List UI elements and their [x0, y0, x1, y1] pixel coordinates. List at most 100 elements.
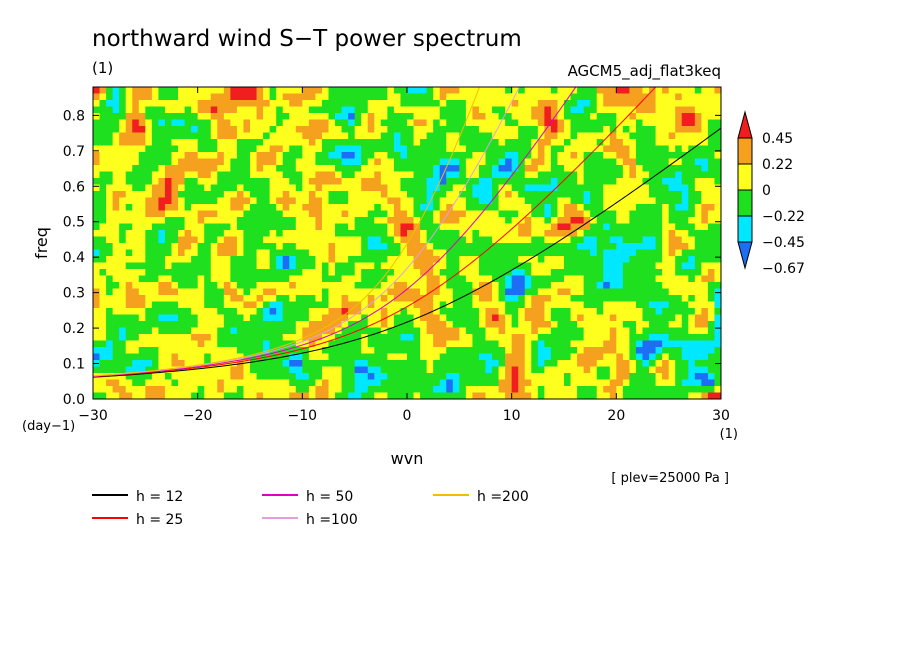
field-cell	[282, 204, 290, 212]
field-cell	[537, 106, 545, 114]
field-cell	[328, 275, 336, 283]
field-cell	[681, 301, 689, 309]
field-cell	[367, 132, 375, 140]
field-cell	[217, 100, 225, 108]
field-cell	[321, 308, 330, 316]
field-cell	[151, 178, 160, 186]
field-cell	[151, 87, 160, 95]
field-cell	[289, 106, 297, 114]
field-cell	[335, 132, 343, 140]
field-cell	[609, 184, 617, 192]
field-cell	[459, 301, 467, 309]
field-cell	[282, 126, 290, 134]
field-cell	[629, 295, 637, 303]
field-cell	[655, 366, 663, 374]
field-cell	[361, 204, 369, 212]
field-cell	[544, 275, 552, 283]
field-cell	[426, 366, 434, 374]
field-cell	[321, 386, 330, 394]
field-cell	[302, 373, 310, 381]
field-cell	[413, 106, 421, 114]
field-cell	[230, 321, 238, 329]
field-cell	[400, 152, 408, 160]
field-cell	[184, 204, 192, 212]
field-cell	[184, 321, 192, 329]
field-cell	[164, 347, 173, 355]
field-cell	[707, 282, 716, 290]
field-cell	[413, 327, 421, 335]
field-cell	[106, 113, 114, 121]
field-cell	[609, 366, 617, 374]
field-cell	[622, 106, 631, 114]
field-cell	[622, 145, 631, 153]
field-cell	[694, 152, 702, 160]
field-cell	[609, 145, 617, 153]
field-cell	[603, 275, 611, 283]
field-cell	[485, 132, 493, 140]
field-cell	[577, 139, 585, 147]
field-cell	[145, 113, 153, 121]
field-cell	[544, 158, 552, 166]
field-cell	[420, 217, 428, 225]
field-cell	[178, 243, 186, 251]
field-cell	[629, 243, 637, 251]
x-unit-label: (1)	[720, 427, 738, 442]
field-cell	[426, 256, 434, 264]
field-cell	[112, 132, 120, 140]
field-cell	[544, 295, 552, 303]
field-cell	[531, 340, 539, 348]
field-cell	[171, 191, 179, 199]
field-cell	[302, 243, 310, 251]
field-cell	[236, 269, 245, 277]
field-cell	[407, 87, 415, 95]
field-cell	[374, 217, 382, 225]
field-cell	[184, 191, 192, 199]
field-cell	[577, 269, 585, 277]
field-cell	[112, 308, 120, 316]
field-cell	[158, 256, 166, 264]
field-cell	[380, 282, 388, 290]
field-cell	[93, 171, 101, 179]
field-cell	[243, 334, 251, 342]
field-cell	[518, 106, 526, 114]
field-cell	[459, 386, 467, 394]
field-cell	[112, 100, 120, 108]
field-cell	[217, 119, 225, 127]
field-cell	[472, 243, 480, 251]
field-cell	[603, 373, 611, 381]
field-cell	[341, 93, 349, 101]
field-cell	[557, 158, 565, 166]
field-cell	[550, 236, 559, 244]
field-cell	[583, 295, 591, 303]
field-cell	[263, 386, 271, 394]
field-cell	[387, 295, 395, 303]
field-cell	[335, 243, 343, 251]
field-cell	[452, 269, 460, 277]
field-cell	[564, 353, 572, 361]
field-cell	[335, 282, 343, 290]
field-cell	[426, 158, 434, 166]
field-cell	[694, 392, 702, 399]
field-cell	[420, 282, 428, 290]
field-cell	[420, 360, 428, 368]
field-cell	[596, 295, 604, 303]
field-cell	[348, 158, 356, 166]
field-cell	[635, 243, 644, 251]
field-cell	[465, 392, 474, 399]
field-cell	[263, 288, 271, 296]
field-cell	[603, 106, 611, 114]
field-cell	[151, 126, 160, 134]
field-cell	[531, 171, 539, 179]
field-cell	[119, 366, 127, 374]
field-cell	[132, 165, 140, 173]
field-cell	[531, 191, 539, 199]
field-cell	[204, 392, 212, 399]
field-cell	[452, 243, 460, 251]
field-cell	[577, 282, 585, 290]
field-cell	[361, 230, 369, 238]
field-cell	[263, 204, 271, 212]
field-cell	[341, 373, 349, 381]
field-cell	[550, 139, 559, 147]
field-cell	[439, 87, 447, 95]
field-cell	[550, 158, 559, 166]
